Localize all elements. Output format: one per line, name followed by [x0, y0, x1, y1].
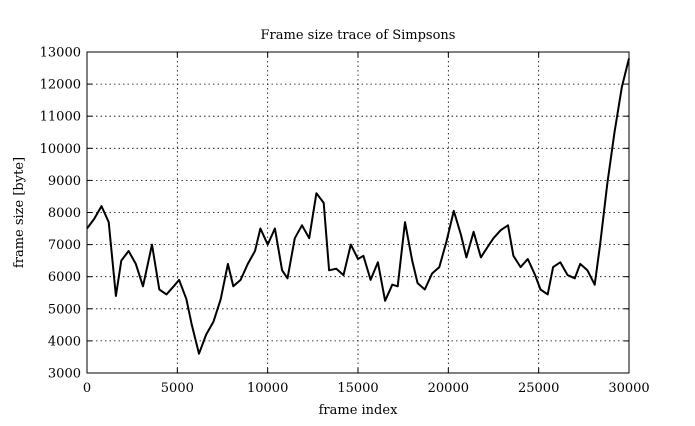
y-tick-label: 5000 — [48, 302, 81, 317]
y-tick-label: 3000 — [48, 367, 81, 382]
series-line-frame-size — [86, 58, 630, 355]
y-tick-label: 9000 — [48, 174, 81, 189]
y-tick-label: 8000 — [48, 206, 81, 221]
x-tick-label: 30000 — [608, 381, 649, 396]
x-tick-label: 5000 — [161, 381, 194, 396]
axis-ticks: 3000 4000 5000 6000 7000 8000 9000 10000 11000 12… — [40, 46, 650, 397]
grid-lines — [87, 52, 629, 373]
y-tick-label: 4000 — [48, 334, 81, 349]
chart-title: Frame size trace of Simpsons — [261, 28, 456, 43]
x-tick-label: 15000 — [337, 381, 378, 396]
y-tick-label: 6000 — [48, 270, 81, 285]
y-tick-label: 11000 — [40, 110, 81, 125]
x-tick-label: 25000 — [518, 381, 559, 396]
y-tick-label: 12000 — [40, 78, 81, 93]
x-tick-label: 20000 — [428, 381, 469, 396]
y-tick-label: 7000 — [48, 238, 81, 253]
series-layer — [86, 58, 630, 355]
x-axis-label: frame index — [319, 403, 398, 418]
y-axis-label: frame size [byte] — [12, 157, 27, 268]
y-tick-label: 10000 — [40, 142, 81, 157]
x-tick-label: 10000 — [247, 381, 288, 396]
y-tick-label: 13000 — [40, 46, 81, 61]
x-tick-label: 0 — [83, 381, 91, 396]
